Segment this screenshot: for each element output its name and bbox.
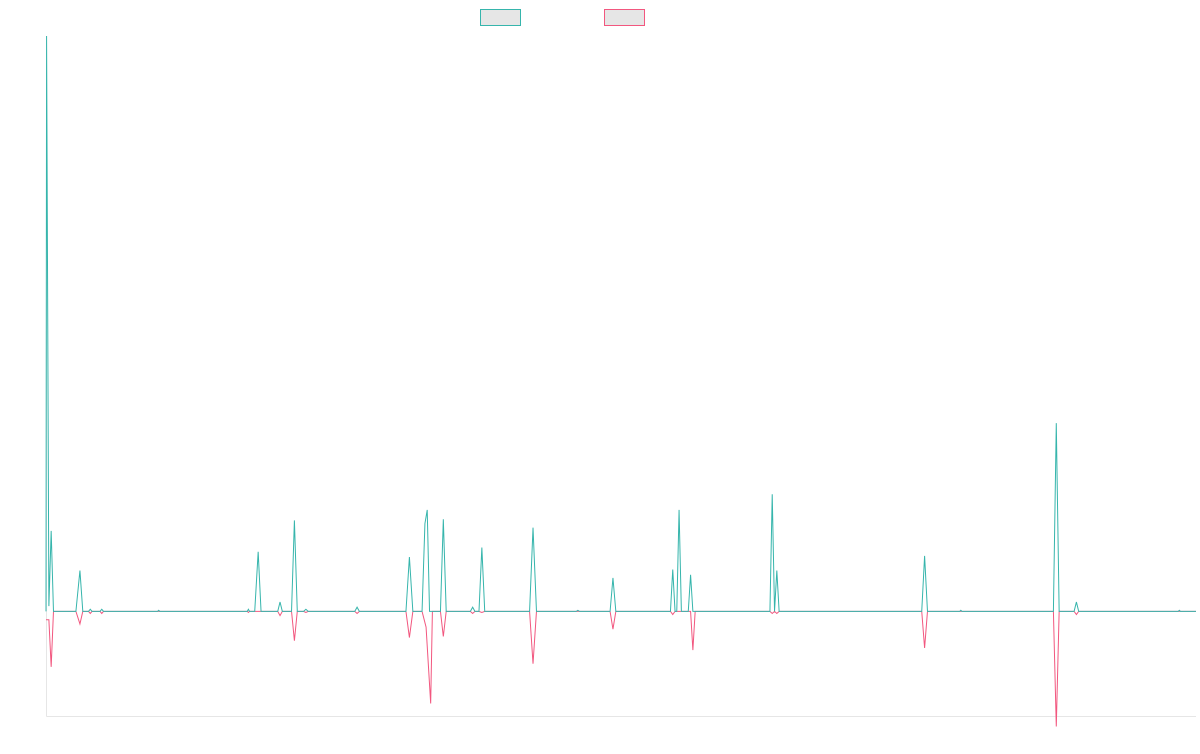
series-line-a[interactable] [45, 35, 1196, 612]
legend-swatch-series-a[interactable] [480, 9, 521, 26]
plot-area [45, 35, 1196, 727]
series-line-b[interactable] [46, 610, 1196, 727]
legend-swatch-series-b[interactable] [604, 9, 645, 26]
legend [480, 9, 645, 26]
axes [46, 36, 1196, 717]
